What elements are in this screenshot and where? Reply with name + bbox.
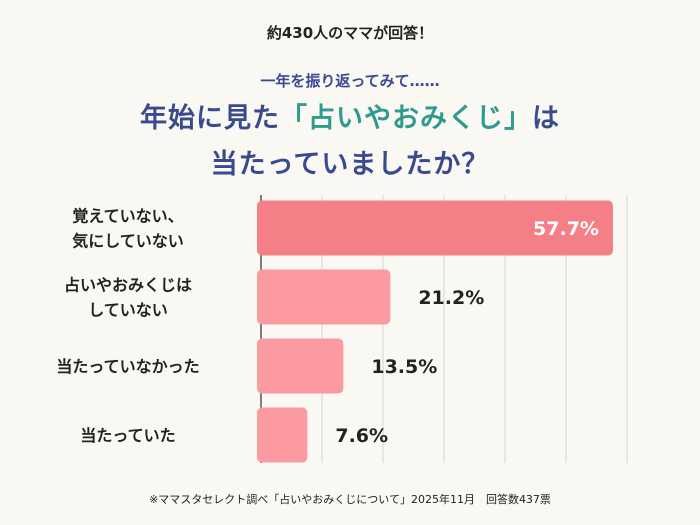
respondent-note: 約430人のママが回答！ (266, 24, 434, 42)
bar (257, 200, 613, 256)
page-title-line2: 当たっていましたか？ (210, 149, 490, 180)
title-highlight: 「占いやおみくじ」 (280, 103, 532, 134)
data-label: 7.6% (335, 425, 388, 447)
category-label: 当たっていなかった (56, 357, 199, 376)
footnote: ※ママスタセレクト調べ「占いやおみくじについて」2025年11月 回答数437票 (149, 493, 551, 506)
category-label: 気にしていない (72, 232, 184, 251)
category-label: していない (88, 301, 168, 320)
data-label: 57.7% (533, 218, 599, 240)
page-title: 年始に見た「占いやおみくじ」は (0, 96, 700, 135)
category-label: 当たっていた (80, 426, 175, 445)
category-label: 占いやおみくじは (64, 276, 192, 295)
lead-text: 一年を振り返ってみて…… (260, 72, 440, 90)
bar (257, 269, 391, 325)
category-label: 覚えていない、 (72, 207, 183, 226)
title-part1: 年始に見た (140, 103, 280, 134)
bar (257, 338, 344, 394)
data-label: 13.5% (371, 356, 437, 378)
data-label: 21.2% (418, 287, 484, 309)
title-part2: は (532, 103, 560, 134)
bar (257, 407, 308, 463)
